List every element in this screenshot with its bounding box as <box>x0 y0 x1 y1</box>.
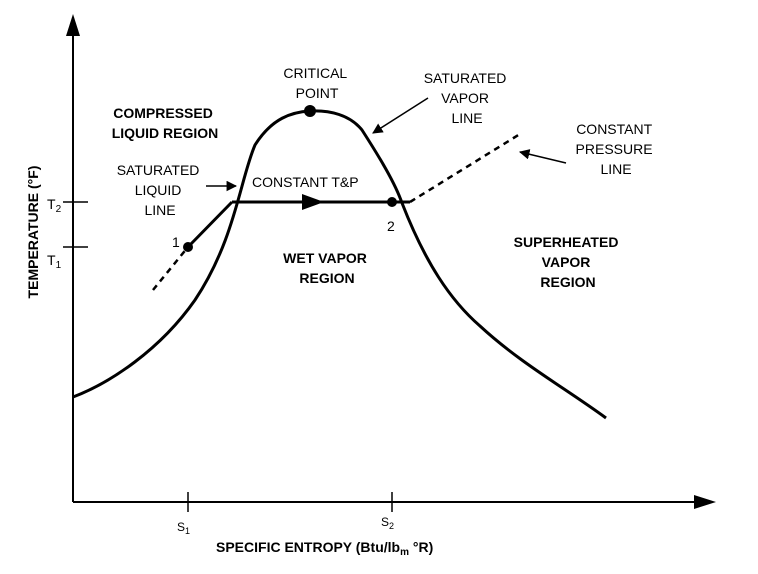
wet-vapor-region-label: WET VAPOR REGION <box>283 250 371 286</box>
point-2-marker <box>387 197 397 207</box>
constant-pressure-line-label: CONSTANT PRESSURE LINE <box>576 121 657 177</box>
axes: S1 S2 T2 T1 SPECIFIC ENTROPY (Btu/lbm °R… <box>25 14 716 558</box>
constant-pressure-dashed-low <box>152 246 189 291</box>
constant-tp-arrowhead <box>302 194 324 210</box>
constant-pressure-pointer <box>518 149 567 164</box>
constant-tp-label: CONSTANT T&P <box>252 174 359 190</box>
y-tick-label-t1: T1 <box>47 252 62 271</box>
constant-pressure-dashed-high <box>409 132 521 204</box>
saturated-vapor-line-label: SATURATED VAPOR LINE <box>424 70 511 126</box>
x-axis-arrowhead <box>694 495 716 509</box>
saturated-vapor-pointer <box>372 97 429 134</box>
y-tick-label-t2: T2 <box>47 196 62 215</box>
critical-point-marker <box>304 105 316 117</box>
constant-pressure-line <box>152 132 521 291</box>
point-2-label: 2 <box>387 218 395 234</box>
compressed-liquid-region-label: COMPRESSED LIQUID REGION <box>112 105 219 141</box>
x-axis-title: SPECIFIC ENTROPY (Btu/lbm °R) <box>216 539 433 558</box>
saturated-liquid-line-label: SATURATED LIQUID LINE <box>117 162 204 218</box>
constant-pressure-liquid-segment <box>186 200 234 249</box>
point-1-label: 1 <box>172 234 180 250</box>
saturation-dome-curve <box>72 109 607 420</box>
critical-point-label: CRITICAL POINT <box>283 65 350 101</box>
x-tick-label-s1: S1 <box>177 520 190 536</box>
superheated-vapor-region-label: SUPERHEATED VAPOR REGION <box>514 234 623 290</box>
y-axis-title: TEMPERATURE (°F) <box>25 166 41 299</box>
x-tick-label-s2: S2 <box>381 515 394 531</box>
point-1-marker <box>183 242 193 252</box>
y-axis-arrowhead <box>66 14 80 36</box>
